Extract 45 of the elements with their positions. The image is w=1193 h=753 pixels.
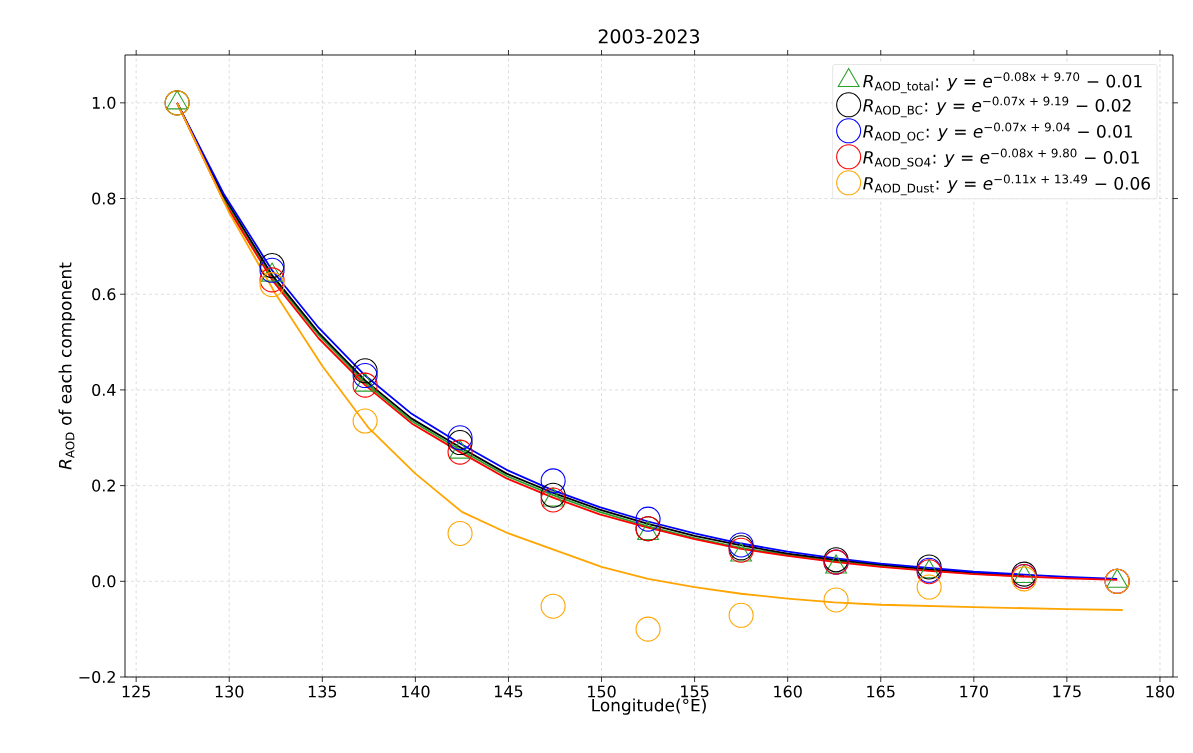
point: [728, 602, 754, 628]
point: [635, 506, 661, 532]
legend-label: R$_{AOD_Dust}$: y = e$^{−0.11x + 13.49}$ − 0.06: [863, 174, 1150, 196]
legend-label: R$_{AOD_SO4}$: y = e$^{−0.08x + 9.80}$ − 0.01: [863, 148, 1139, 170]
y-tick-label: 1.0: [92, 96, 116, 109]
x-tick-label: 125: [122, 685, 150, 698]
point: [447, 439, 473, 465]
point: [352, 372, 378, 398]
x-tick-label: 145: [494, 685, 523, 698]
x-tick-label: 165: [867, 685, 895, 698]
point: [540, 593, 566, 619]
y-axis-title: R$_{AOD}$ of each component: [58, 262, 75, 470]
point: [259, 257, 285, 283]
point: [540, 468, 566, 494]
y-tick-label: 0.8: [92, 192, 116, 205]
legend-label: R$_{AOD_OC}$: y = e$^{−0.07x + 9.04}$ − 0.01: [863, 122, 1133, 144]
x-tick-label: 170: [960, 685, 988, 698]
y-tick-label: 0.2: [92, 479, 115, 492]
x-tick-label: 140: [401, 685, 430, 698]
x-tick-label: 130: [215, 685, 244, 698]
x-tick-label: 180: [1146, 685, 1175, 698]
legend-label: R$_{AOD_BC}$: y = e$^{−0.07x + 9.19}$ − 0.02: [863, 96, 1131, 118]
y-tick-label: 0.4: [92, 383, 116, 396]
point: [352, 363, 378, 389]
x-tick-label: 135: [308, 685, 337, 698]
x-tick-label: 155: [681, 685, 709, 698]
point: [352, 408, 378, 434]
point: [823, 587, 849, 613]
y-tick-label: −0.2: [79, 670, 115, 684]
x-tick-label: 150: [588, 685, 616, 698]
point: [447, 520, 473, 547]
y-tick-label: 0.0: [92, 575, 116, 588]
x-tick-label: 160: [774, 685, 802, 698]
x-axis-title: Longitude(°E): [592, 698, 706, 715]
x-tick-label: 175: [1053, 685, 1081, 698]
point: [447, 425, 473, 451]
legend-label: R$_{AOD_total}$: y = e$^{−0.08x + 9.70}$ − 0.01: [863, 72, 1142, 94]
point: [540, 487, 566, 513]
point: [259, 272, 285, 298]
point: [916, 574, 942, 600]
y-tick-label: 0.6: [92, 288, 116, 301]
chart-title: 2003-2023: [598, 29, 700, 44]
point: [540, 482, 566, 508]
point: [635, 616, 661, 642]
point: [259, 267, 285, 293]
